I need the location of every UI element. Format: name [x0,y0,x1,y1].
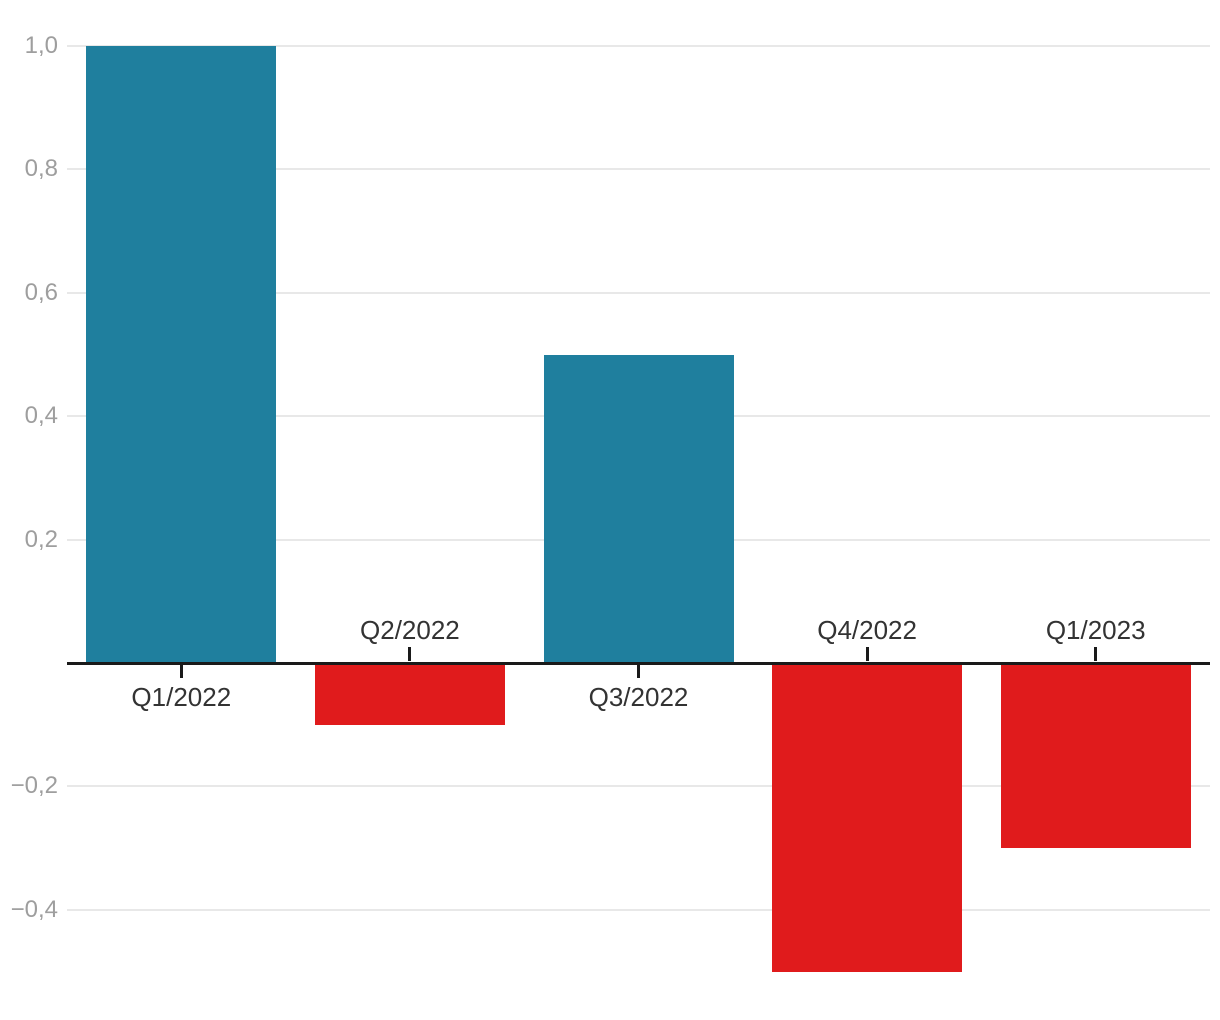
y-tick-label: −0,4 [10,895,58,923]
gridline-06 [67,291,1210,294]
y-tick-label: 0,8 [24,155,58,183]
x-tick-label-q4-2022: Q4/2022 [817,615,917,645]
x-tick-q1-2022 [179,664,183,678]
bar-q4-2022 [772,663,963,972]
x-tick-q1-2023 [1094,647,1098,661]
x-tick-label-q2-2022: Q2/2022 [360,615,460,645]
x-tick-q4-2022 [865,647,869,661]
gridline-04 [67,908,1210,911]
x-axis-line [67,661,1210,665]
bar-q1-2023 [1000,663,1191,849]
y-tick-label: 0,2 [24,525,58,553]
gridline-02 [67,785,1210,788]
bar-q1-2022 [86,46,277,663]
x-tick-label-q3-2022: Q3/2022 [588,682,689,712]
x-tick-label-q1-2023: Q1/2023 [1045,615,1146,645]
x-tick-label-q1-2022: Q1/2022 [131,682,232,712]
bar-q3-2022 [543,354,734,663]
y-tick-label: 0,4 [24,402,58,430]
x-tick-q2-2022 [408,647,412,661]
gridline-08 [67,168,1210,171]
y-tick-label: 0,6 [24,278,58,306]
y-tick-label: 1,0 [24,32,58,59]
x-tick-q3-2022 [637,664,640,678]
bar-q2-2022 [314,663,505,725]
gridline-10 [67,45,1210,47]
y-tick-label: −0,2 [10,772,58,800]
